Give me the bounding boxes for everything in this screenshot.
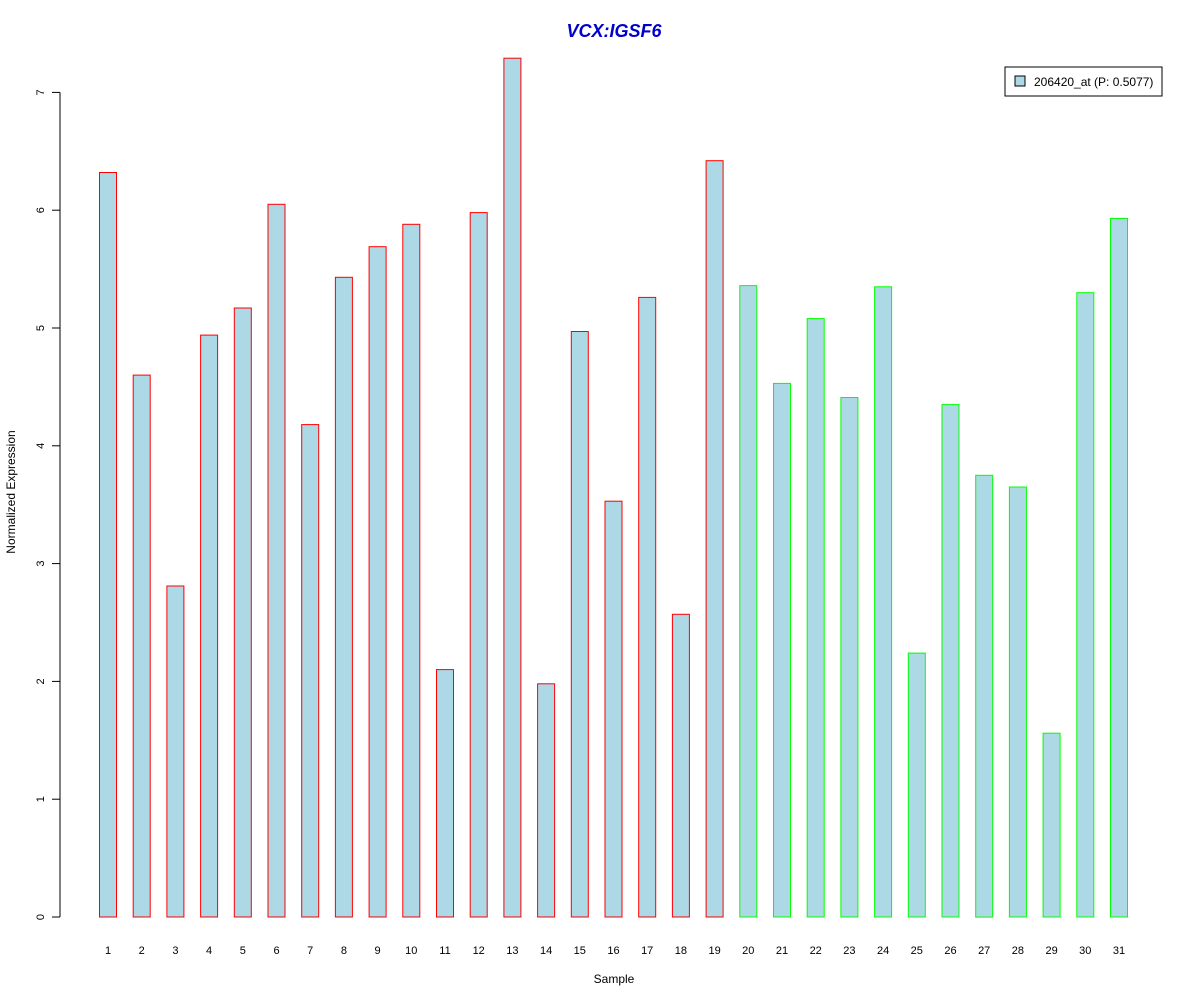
y-tick-label: 4 — [35, 443, 47, 449]
x-tick-label: 23 — [843, 945, 855, 957]
bar-sample-23 — [840, 397, 859, 918]
x-tick-label: 18 — [675, 945, 687, 957]
x-tick-label: 26 — [944, 945, 956, 957]
bar-sample-22 — [806, 318, 825, 918]
bar-sample-7 — [301, 424, 320, 918]
x-tick-label: 25 — [911, 945, 923, 957]
bar-sample-14 — [537, 683, 556, 918]
x-tick-label: 15 — [574, 945, 586, 957]
y-axis: 0 1 2 3 4 5 6 7 — [35, 89, 61, 920]
y-tick-label: 6 — [35, 207, 47, 213]
bar-sample-20 — [739, 285, 758, 918]
bars-group — [99, 57, 1128, 918]
x-tick-label: 8 — [341, 945, 347, 957]
x-tick-label: 17 — [641, 945, 653, 957]
y-tick-label: 2 — [35, 678, 47, 684]
bar-sample-16 — [604, 500, 623, 918]
x-tick-label: 1 — [105, 945, 111, 957]
x-tick-label: 27 — [978, 945, 990, 957]
bar-sample-2 — [132, 374, 151, 918]
x-tick-label: 22 — [810, 945, 822, 957]
bar-sample-12 — [469, 212, 488, 918]
bar-sample-9 — [368, 246, 387, 918]
bar-sample-17 — [638, 296, 657, 918]
bar-sample-24 — [874, 286, 893, 918]
bar-sample-18 — [671, 613, 690, 918]
x-tick-label: 5 — [240, 945, 246, 957]
x-tick-label: 28 — [1012, 945, 1024, 957]
x-tick-label: 9 — [375, 945, 381, 957]
x-tick-label: 29 — [1045, 945, 1057, 957]
bar-sample-8 — [334, 276, 353, 918]
x-tick-label: 24 — [877, 945, 889, 957]
bar-sample-28 — [1008, 486, 1027, 918]
bar-sample-4 — [200, 334, 219, 918]
x-tick-label: 20 — [742, 945, 754, 957]
x-tick-label: 7 — [307, 945, 313, 957]
x-tick-label: 4 — [206, 945, 212, 957]
bar-sample-21 — [773, 382, 791, 918]
y-tick-label: 7 — [35, 89, 47, 95]
x-tick-label: 21 — [776, 945, 788, 957]
x-axis-label: Sample — [594, 972, 635, 986]
bar-sample-10 — [402, 223, 421, 918]
bar-sample-26 — [941, 404, 960, 918]
y-tick-label: 3 — [35, 561, 47, 567]
bar-sample-11 — [436, 669, 454, 918]
x-tick-label: 3 — [172, 945, 178, 957]
bar-sample-6 — [267, 203, 286, 918]
x-tick-label: 10 — [405, 945, 417, 957]
legend: 206420_at (P: 0.5077) — [1004, 66, 1163, 97]
bar-sample-13 — [503, 57, 522, 918]
x-tick-label: 19 — [708, 945, 720, 957]
bar-sample-30 — [1076, 292, 1095, 918]
y-tick-label: 5 — [35, 325, 47, 331]
x-axis-tick-labels: 1 2 3 4 5 6 7 8 9 10 11 12 13 14 15 16 17 18 19 20 21 22 23 24 2… — [105, 945, 1125, 957]
bar-sample-1 — [99, 172, 117, 918]
y-axis-label: Normalized Expression — [4, 430, 18, 553]
x-tick-label: 16 — [607, 945, 619, 957]
x-tick-label: 14 — [540, 945, 552, 957]
x-tick-label: 12 — [473, 945, 485, 957]
bar-sample-25 — [907, 652, 926, 918]
x-tick-label: 30 — [1079, 945, 1091, 957]
bar-sample-29 — [1042, 732, 1061, 918]
legend-swatch — [1014, 75, 1026, 87]
legend-box — [1004, 66, 1163, 97]
x-tick-label: 2 — [139, 945, 145, 957]
bar-sample-3 — [166, 585, 185, 918]
legend-entry-label: 206420_at (P: 0.5077) — [1034, 75, 1153, 89]
y-tick-label: 0 — [35, 914, 47, 920]
bar-sample-19 — [705, 160, 724, 918]
chart-title: VCX:IGSF6 — [566, 21, 662, 41]
bar-sample-31 — [1110, 217, 1128, 918]
x-tick-label: 13 — [506, 945, 518, 957]
x-tick-label: 31 — [1113, 945, 1125, 957]
x-tick-label: 11 — [439, 945, 450, 957]
bar-sample-27 — [975, 474, 994, 918]
bar-sample-5 — [233, 307, 252, 918]
y-tick-label: 1 — [35, 796, 47, 802]
x-tick-label: 6 — [273, 945, 279, 957]
bar-sample-15 — [570, 331, 589, 918]
